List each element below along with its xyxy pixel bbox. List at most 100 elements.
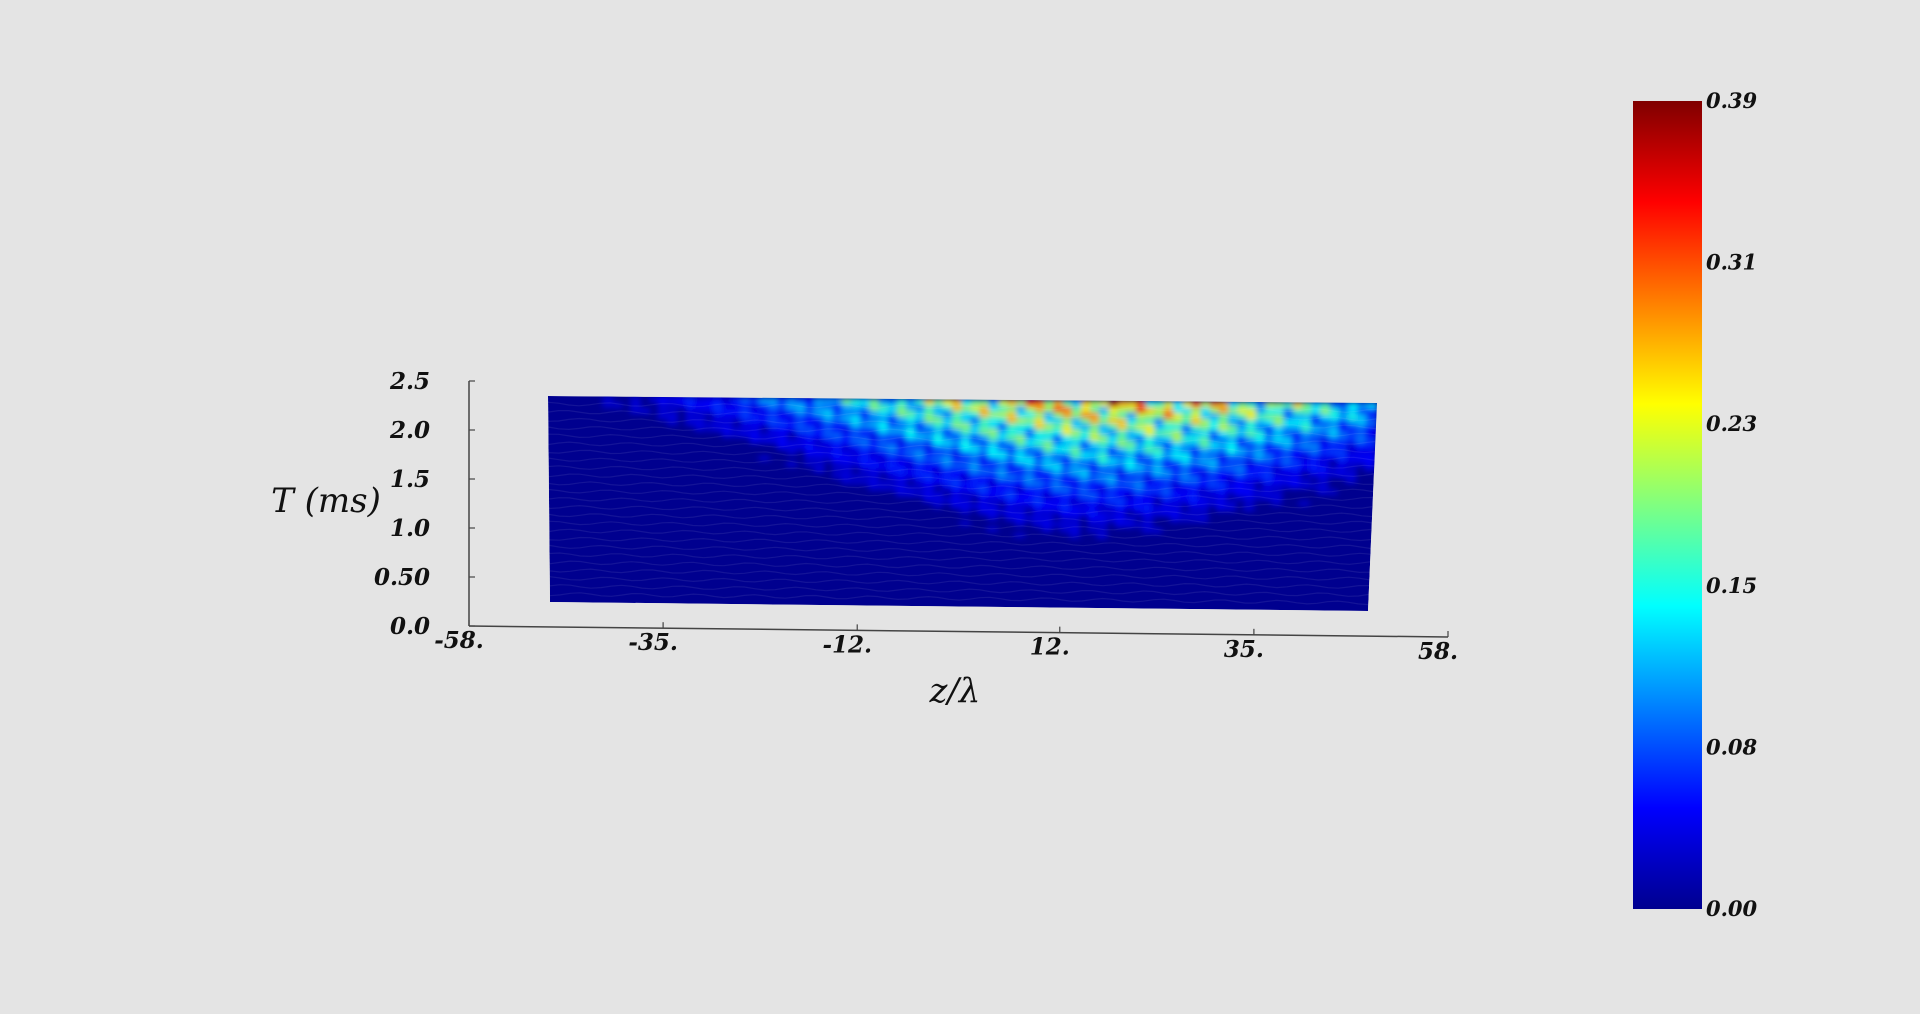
surface-cell [958,519,972,527]
surface-cell [812,455,826,462]
surface-cell [1261,470,1275,478]
surface-cell [1124,463,1138,471]
surface-cell [1116,411,1130,419]
surface-cell [1115,446,1129,454]
surface-cell [977,479,991,487]
surface-cell [1041,509,1054,516]
surface-cell [1216,453,1230,460]
surface-cell [1031,514,1045,522]
surface-cell [1126,411,1139,419]
surface-cell [1134,429,1148,437]
surface-ripple-line [548,481,1374,493]
surface-cell [896,404,909,411]
surface-cell [1078,457,1092,465]
surface-cell [1216,447,1230,455]
surface-cell [1032,474,1046,482]
surface-cell [1365,419,1377,427]
surface-cell [1123,504,1137,511]
surface-cell [1104,515,1118,523]
surface-cell [794,443,808,451]
surface-cell [858,478,872,486]
surface-cell [1068,492,1082,499]
surface-cell [1068,497,1082,505]
surface-cell [1271,465,1285,472]
surface-cell [822,426,836,434]
surface-cell [969,422,983,429]
surface-cell [822,420,836,428]
surface-cell [977,496,991,504]
surface-cell [831,466,844,474]
surface-cell [1105,492,1119,500]
surface-cell [950,462,964,469]
surface-cell [1023,485,1037,493]
surface-cell [1124,481,1138,488]
surface-cell [794,420,808,428]
surface-cell [1261,488,1275,495]
surface-cell [757,420,771,427]
surface-cell [1190,406,1204,414]
surface-cell [849,426,863,434]
surface-cell [913,473,927,481]
surface-cell [858,444,872,451]
surface-cell [1289,476,1303,484]
surface-cell [886,438,900,446]
surface-ripple-line [549,513,1372,525]
surface-cell [1031,509,1045,516]
surface-cell [1004,485,1018,493]
surface-cell [1263,436,1277,443]
surface-cell [1141,498,1155,506]
surface-cell [1043,405,1057,413]
surface-cell [1160,498,1174,506]
surface-cell [1069,469,1083,476]
surface-cell [923,398,937,406]
surface-cell [739,425,753,433]
surface-cell [1356,402,1370,410]
surface-plot[interactable] [548,396,1379,611]
surface-cell [1291,430,1304,438]
surface-cell [1143,446,1157,454]
surface-cell [1005,433,1019,441]
surface-cell [1106,457,1120,465]
surface-cell [1095,521,1109,528]
surface-cell [1263,442,1276,449]
surface-cell [950,456,964,464]
surface-cell [923,421,937,429]
surface-cell [1161,452,1175,460]
surface-cell [1068,509,1082,517]
surface-cell [748,408,762,416]
surface-cell [1234,482,1247,489]
surface-ripple-line [548,401,1377,413]
surface-cell [1300,430,1314,438]
surface-cell [1116,417,1130,425]
surface-cell [904,427,918,435]
surface-cell [1116,440,1129,448]
surface-cell [1364,425,1377,433]
surface-cell [1234,470,1248,478]
surface-cell [1162,423,1176,431]
surface-cell [886,427,900,434]
surface-cell [996,428,1010,435]
surface-cell [1152,435,1166,442]
surface-cell [702,408,716,416]
surface-cell [1207,458,1221,466]
surface-cell [1246,401,1259,409]
surface-cell [1218,401,1232,408]
surface-ripple-line [549,592,1369,606]
surface-cell [1160,481,1174,489]
surface-cell [1034,399,1048,407]
surface-cell [895,421,909,429]
surface-cell [647,396,661,404]
surface-ripple-line [548,417,1377,430]
surface-cell [1070,423,1084,430]
surface-cell [1355,437,1369,444]
surface-cell [1262,465,1276,472]
surface-cell [1050,491,1064,499]
surface-cell [1078,469,1092,476]
surface-cell [1098,400,1112,407]
surface-cell [794,426,808,434]
surface-cell [684,408,698,415]
surface-cell [813,415,827,422]
surface-cell [1032,480,1046,487]
